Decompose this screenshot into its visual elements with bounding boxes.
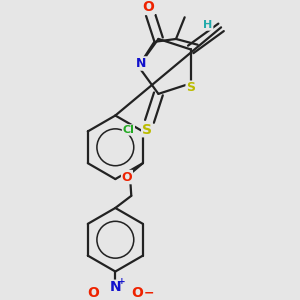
Text: S: S: [186, 81, 195, 94]
Text: N: N: [110, 280, 121, 294]
Text: +: +: [118, 277, 125, 286]
Text: Cl: Cl: [122, 125, 134, 135]
Text: O: O: [87, 286, 99, 300]
Text: O: O: [142, 0, 154, 14]
Text: −: −: [144, 286, 155, 299]
Text: O: O: [122, 170, 132, 184]
Text: O: O: [131, 286, 143, 300]
Text: H: H: [203, 20, 213, 30]
Text: N: N: [136, 57, 146, 70]
Text: S: S: [142, 123, 152, 136]
